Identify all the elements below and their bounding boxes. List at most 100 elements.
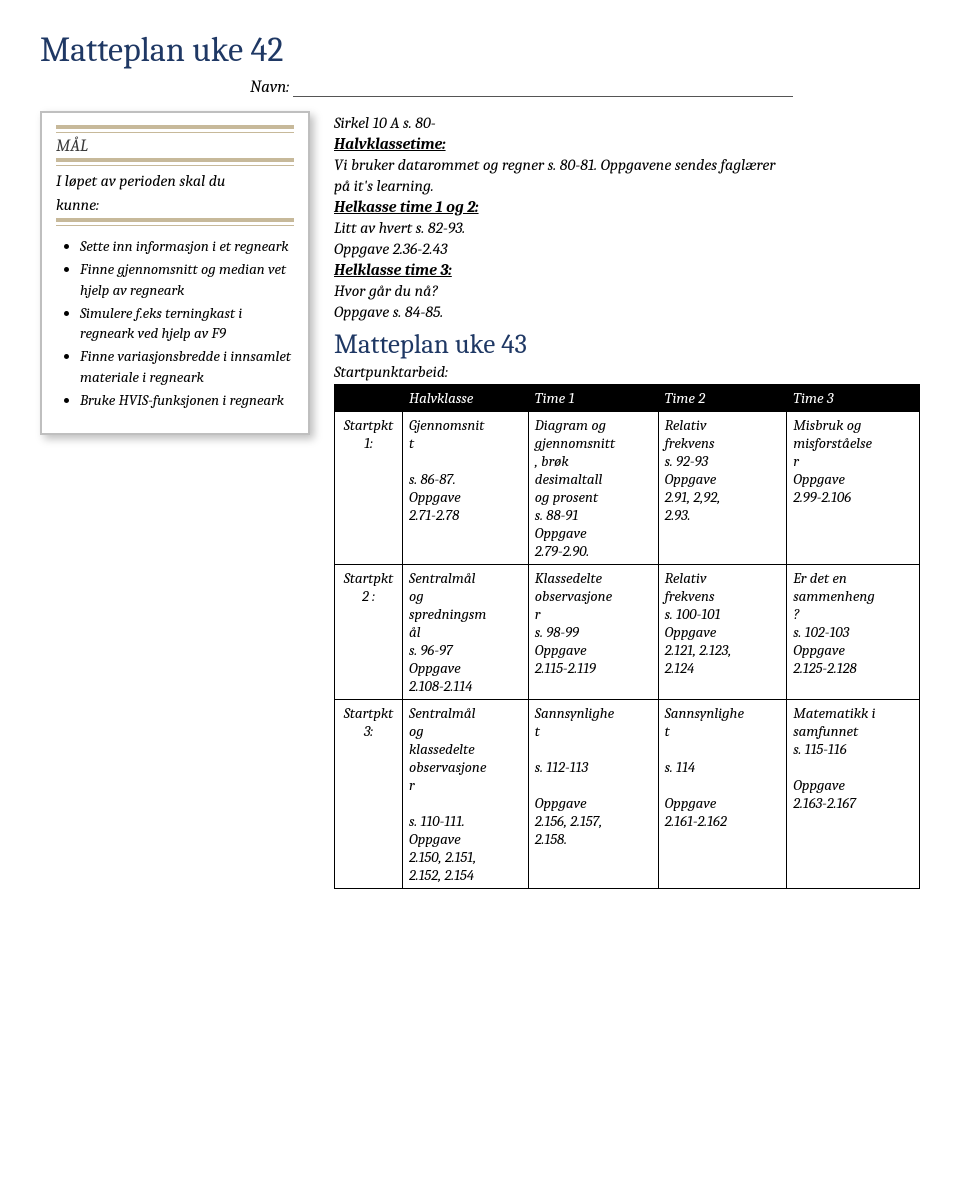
plan-cell-line: t xyxy=(535,722,652,740)
plan-cell-line: Oppgave xyxy=(793,470,913,488)
plan-cell-line: 2.161-2.162 xyxy=(665,812,781,830)
sub-title: Matteplan uke 43 xyxy=(334,329,920,360)
sidebar-intro-2: kunne: xyxy=(56,196,294,214)
goal-item: Finne variasjonsbredde i innsamlet mater… xyxy=(80,346,294,387)
plan-header-cell: Halvklasse xyxy=(403,385,529,412)
plan-cell: Sannsynlighet s. 114 Oppgave2.161-2.162 xyxy=(658,700,787,889)
plan-row: Startpkt1:Gjennomsnitt s. 86-87.Oppgave2… xyxy=(335,412,920,565)
plan-cell-line: Relativ xyxy=(665,416,781,434)
plan-cell-line: r xyxy=(409,776,522,794)
plan-cell-line: Misbruk og xyxy=(793,416,913,434)
plan-cell-line: frekvens xyxy=(665,587,781,605)
plan-cell-line: Oppgave xyxy=(409,830,522,848)
plan-row-label: Startpkt2 : xyxy=(335,565,403,700)
plan-cell-line: Oppgave xyxy=(409,488,522,506)
plan-cell-line: 2.124 xyxy=(665,659,781,677)
plan-body: Startpkt1:Gjennomsnitt s. 86-87.Oppgave2… xyxy=(335,412,920,889)
plan-cell: Sentralmålogspredningsmåls. 96-97Oppgave… xyxy=(403,565,529,700)
goal-item: Finne gjennomsnitt og median vet hjelp a… xyxy=(80,259,294,300)
plan-row-label-line: 3: xyxy=(341,722,396,740)
plan-cell-line: ? xyxy=(793,605,913,623)
plan-cell-line: 2.108-2.114 xyxy=(409,677,522,695)
plan-row: Startpkt3: Sentralmålogklassedelteobserva… xyxy=(335,700,920,889)
plan-cell-line: , brøk xyxy=(535,452,652,470)
content-column: Sirkel 10 A s. 80- Halvklassetime: Vi br… xyxy=(334,111,920,889)
helkasse12-heading: Helkasse time 1 og 2: xyxy=(334,198,920,216)
plan-cell: Diagram oggjennomsnitt, brøkdesimaltallo… xyxy=(528,412,658,565)
plan-cell: Relativfrekvenss. 92-93Oppgave2.91, 2,92… xyxy=(658,412,787,565)
plan-cell-line xyxy=(535,740,652,758)
plan-cell-line: Er det en xyxy=(793,569,913,587)
plan-cell: Misbruk ogmisforståelserOppgave2.99-2.10… xyxy=(787,412,920,565)
plan-cell-line: Gjennomsnit xyxy=(409,416,522,434)
page: Matteplan uke 42 Navn: MÅL I løpet av pe… xyxy=(0,0,960,929)
plan-cell-line: klassedelte xyxy=(409,740,522,758)
helkasse12-line-1: Litt av hvert s. 82-93. xyxy=(334,219,920,237)
plan-cell-line: s. 112-113 xyxy=(535,758,652,776)
plan-cell-line: s. 102-103 xyxy=(793,623,913,641)
plan-cell-line: 2.125-2.128 xyxy=(793,659,913,677)
plan-cell-line: r xyxy=(793,452,913,470)
plan-cell-line: Sannsynlighe xyxy=(665,704,781,722)
plan-cell-line: 2.121, 2.123, xyxy=(665,641,781,659)
helklasse3-line-1: Hvor går du nå? xyxy=(334,282,920,300)
plan-cell-line: s. 86-87. xyxy=(409,470,522,488)
plan-row-label-line: Startpkt xyxy=(341,569,396,587)
plan-cell-line: Diagram og xyxy=(535,416,652,434)
plan-cell-line: desimaltall xyxy=(535,470,652,488)
plan-row-label-line: 1: xyxy=(341,434,396,452)
plan-cell: Sannsynlighet s. 112-113 Oppgave2.156, 2… xyxy=(528,700,658,889)
plan-row-label-line: Startpkt xyxy=(341,704,396,722)
plan-cell-line: samfunnet xyxy=(793,722,913,740)
plan-cell-line xyxy=(409,452,522,470)
plan-cell-line: observasjone xyxy=(535,587,652,605)
plan-header-cell xyxy=(335,385,403,412)
columns: MÅL I løpet av perioden skal du kunne: S… xyxy=(40,111,920,889)
plan-cell: Relativfrekvenss. 100-101Oppgave2.121, 2… xyxy=(658,565,787,700)
plan-cell-line: Sentralmål xyxy=(409,704,522,722)
plan-cell-line: 2.99-2.106 xyxy=(793,488,913,506)
goal-item: Simulere f.eks terningkast i regneark ve… xyxy=(80,303,294,344)
plan-cell-line: ål xyxy=(409,623,522,641)
sidebar-heading: MÅL xyxy=(56,137,294,156)
goal-item: Sette inn informasjon i et regneark xyxy=(80,236,294,256)
plan-header-row: HalvklasseTime 1Time 2Time 3 xyxy=(335,385,920,412)
plan-cell-line: 2.150, 2.151, xyxy=(409,848,522,866)
startpunkt-label: Startpunktarbeid: xyxy=(334,363,920,381)
plan-cell-line: 2.158. xyxy=(535,830,652,848)
plan-cell-line: Oppgave xyxy=(665,470,781,488)
helklasse3-line-2: Oppgave s. 84-85. xyxy=(334,303,920,321)
plan-header-cell: Time 2 xyxy=(658,385,787,412)
plan-cell-line: s. 100-101 xyxy=(665,605,781,623)
plan-cell-line: 2.79-2.90. xyxy=(535,542,652,560)
plan-cell-line: misforståelse xyxy=(793,434,913,452)
plan-cell-line: Oppgave xyxy=(535,794,652,812)
plan-cell-line: s. 110-111. xyxy=(409,812,522,830)
plan-cell-line: 2.93. xyxy=(665,506,781,524)
plan-row-label-line: 2 : xyxy=(341,587,396,605)
plan-cell-line: observasjone xyxy=(409,758,522,776)
plan-cell-line: s. 96-97 xyxy=(409,641,522,659)
page-title: Matteplan uke 42 xyxy=(40,30,920,70)
plan-cell-line: Oppgave xyxy=(793,641,913,659)
plan-cell-line: og xyxy=(409,722,522,740)
plan-cell: Sentralmålogklassedelteobservasjoner s. … xyxy=(403,700,529,889)
plan-cell-line: Klassedelte xyxy=(535,569,652,587)
plan-cell-line: Oppgave xyxy=(665,623,781,641)
plan-cell-line: Oppgave xyxy=(793,776,913,794)
plan-cell-line: r xyxy=(535,605,652,623)
name-row: Navn: xyxy=(250,78,920,97)
plan-cell: Gjennomsnitt s. 86-87.Oppgave2.71-2.78 xyxy=(403,412,529,565)
plan-header-cell: Time 3 xyxy=(787,385,920,412)
sidebar-rule-mid xyxy=(56,158,294,166)
plan-cell-line: s. 88-91 xyxy=(535,506,652,524)
plan-cell-line: t xyxy=(409,434,522,452)
plan-cell-line: t xyxy=(665,722,781,740)
plan-cell-line: frekvens xyxy=(665,434,781,452)
helkasse12-line-2: Oppgave 2.36-2.43 xyxy=(334,240,920,258)
plan-cell-line: Matematikk i xyxy=(793,704,913,722)
plan-cell-line: 2.156, 2.157, xyxy=(535,812,652,830)
plan-header-cell: Time 1 xyxy=(528,385,658,412)
sidebar-intro-1: I løpet av perioden skal du xyxy=(56,172,294,190)
plan-cell-line: Oppgave xyxy=(535,524,652,542)
